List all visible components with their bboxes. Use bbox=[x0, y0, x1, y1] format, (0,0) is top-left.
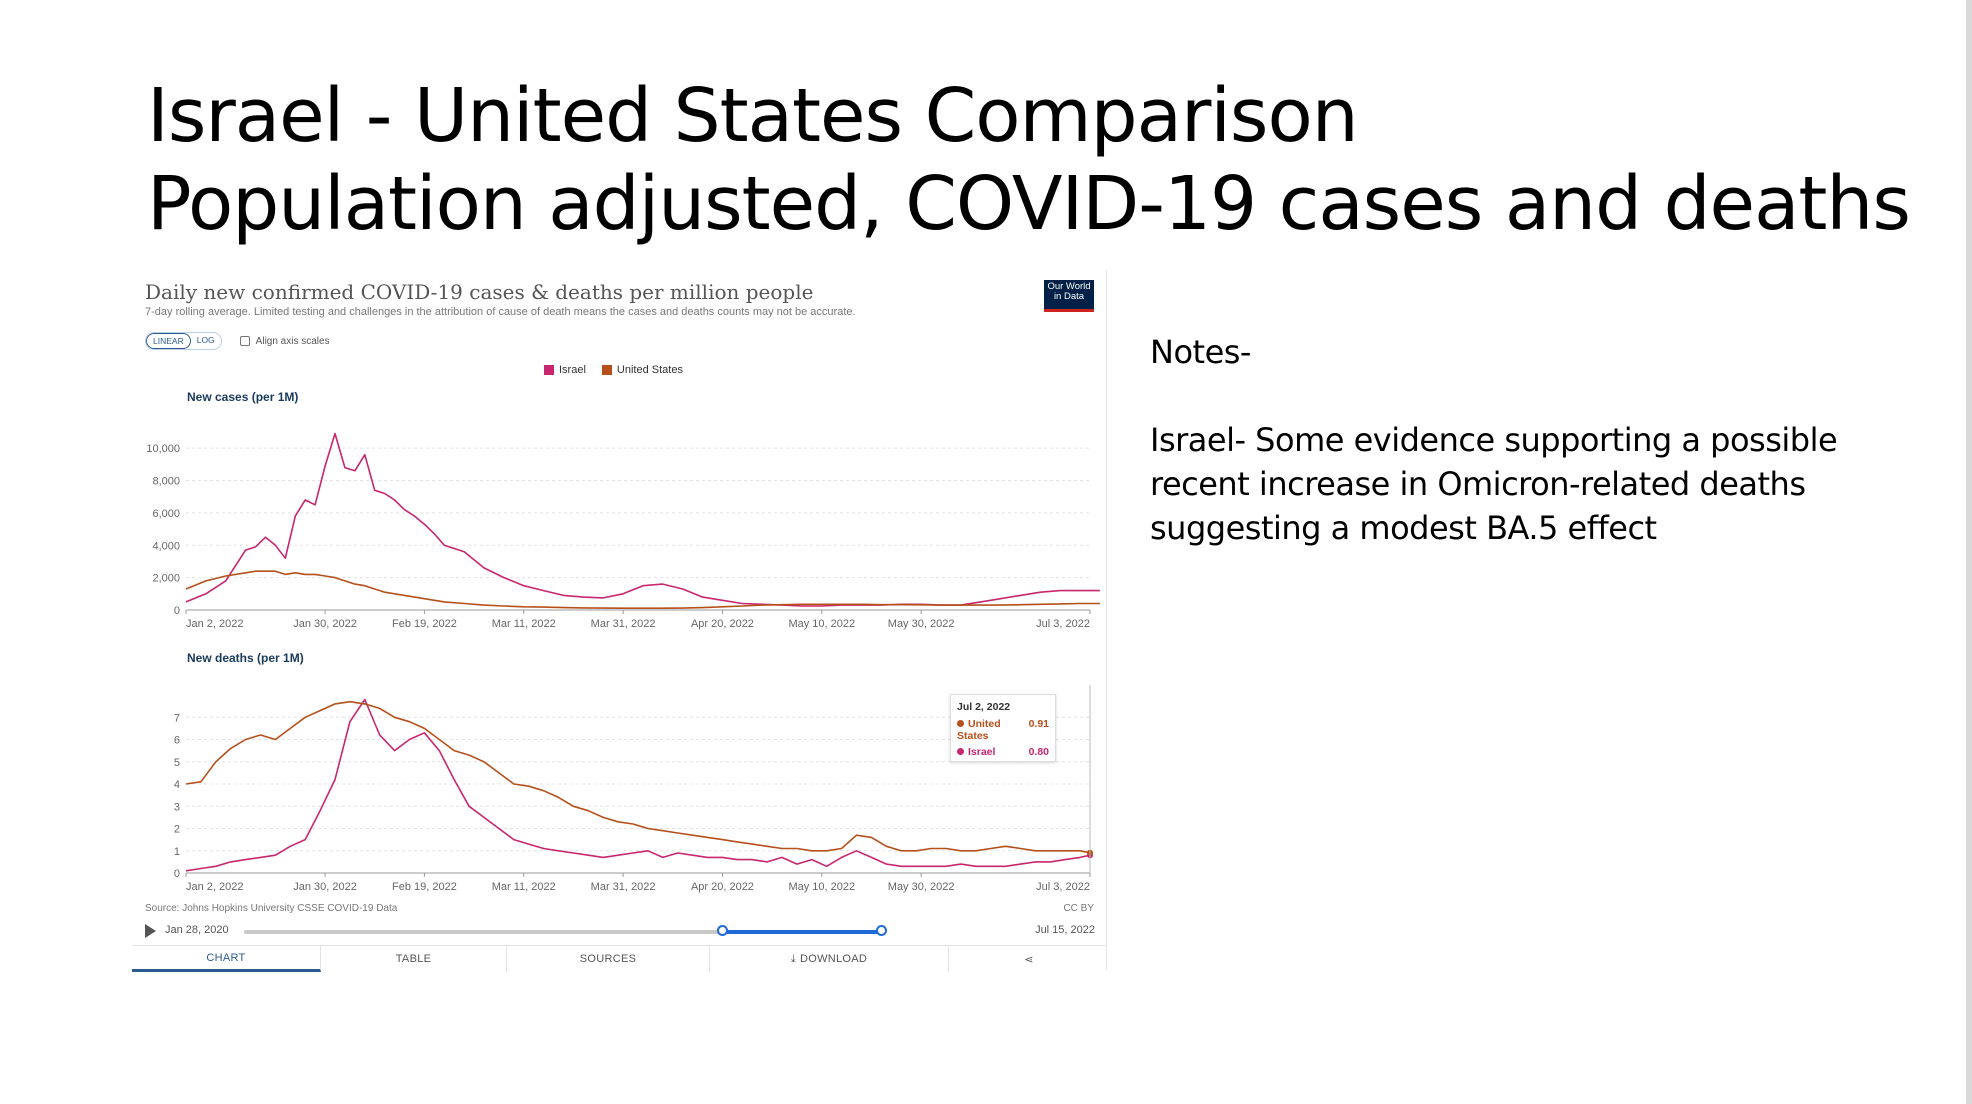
timeline-selected-range bbox=[723, 930, 882, 934]
owid-logo[interactable]: Our World in Data bbox=[1044, 280, 1094, 312]
deaths-x-tick-label: Jan 30, 2022 bbox=[293, 881, 357, 893]
logo-text-line2: in Data bbox=[1053, 291, 1085, 302]
notes-heading: Notes- bbox=[1150, 333, 1251, 371]
timeline-track[interactable] bbox=[244, 930, 844, 934]
log-scale-button[interactable]: LOG bbox=[196, 335, 215, 345]
cases-x-tick-label: Mar 11, 2022 bbox=[492, 618, 556, 630]
tab-download-label: DOWNLOAD bbox=[799, 953, 868, 965]
slide-title-line1: Israel - United States Comparison bbox=[147, 73, 1359, 159]
deaths-x-tick-label: Jul 3, 2022 bbox=[1036, 881, 1090, 893]
scale-controls: LINEAR LOG Align axis scales bbox=[145, 332, 330, 350]
deaths-series-line-united-states bbox=[185, 700, 1091, 854]
cases-x-tick-label: May 10, 2022 bbox=[788, 618, 855, 630]
align-axis-label: Align axis scales bbox=[255, 335, 330, 347]
notes-panel: Notes- Israel- Some evidence supporting … bbox=[1150, 330, 1940, 550]
charts-svg: New cases (per 1M) 0 2,000 4,000 6,000 8,000 1… bbox=[146, 390, 1100, 893]
legend-label-israel: Israel bbox=[559, 364, 586, 376]
cases-y-tick-label: 0 bbox=[174, 605, 180, 617]
cases-y-tick-label: 2,000 bbox=[152, 573, 180, 585]
deaths-chart: New deaths (per 1M) 0 1 2 3 4 5 6 7 Jan 2, 2022 Ja… bbox=[174, 651, 1093, 893]
slide-title-line2: Population adjusted, COVID-19 cases and … bbox=[147, 161, 1911, 247]
tooltip-value-united-states: 0.91 bbox=[1028, 718, 1049, 730]
share-icon: ⋖ bbox=[1024, 953, 1034, 966]
cases-x-tick-label: Jan 2, 2022 bbox=[186, 618, 244, 630]
tab-download[interactable]: ⤓ DOWNLOAD bbox=[710, 946, 949, 972]
deaths-y-tick-label: 4 bbox=[174, 779, 180, 791]
deaths-y-tick-label: 6 bbox=[174, 735, 180, 747]
tooltip-date: Jul 2, 2022 bbox=[957, 701, 1011, 713]
cases-x-tick-label: Apr 20, 2022 bbox=[691, 618, 754, 630]
timeline: Jan 28, 2020 Jul 15, 2022 bbox=[145, 922, 1095, 942]
chart-source[interactable]: Source: Johns Hopkins University CSSE CO… bbox=[145, 903, 398, 914]
deaths-y-tick-label: 1 bbox=[174, 846, 180, 858]
tooltip-row-united-states: United States 0.91 bbox=[957, 718, 1049, 742]
cases-chart-title: New cases (per 1M) bbox=[187, 390, 298, 404]
cases-x-tick-label: Jul 3, 2022 bbox=[1036, 618, 1090, 630]
cases-chart: New cases (per 1M) 0 2,000 4,000 6,000 8,000 1… bbox=[146, 390, 1100, 630]
download-icon: ⤓ bbox=[790, 952, 796, 965]
deaths-y-tick-label: 7 bbox=[174, 712, 180, 724]
deaths-y-tick-label: 5 bbox=[174, 757, 180, 769]
timeline-start-label: Jan 28, 2020 bbox=[165, 924, 229, 936]
legend-item-israel[interactable]: Israel bbox=[544, 364, 586, 376]
deaths-y-tick-label: 3 bbox=[174, 801, 180, 813]
tab-share[interactable]: ⋖ bbox=[949, 946, 1109, 972]
chart-tabs: CHART TABLE SOURCES ⤓ DOWNLOAD ⋖ bbox=[132, 945, 1106, 972]
cases-x-tick-label: Feb 19, 2022 bbox=[392, 618, 457, 630]
tooltip-row-israel: Israel 0.80 bbox=[957, 746, 1049, 758]
tab-chart[interactable]: CHART bbox=[132, 946, 321, 972]
tooltip-name-israel: Israel bbox=[968, 746, 996, 758]
deaths-x-tick-label: Mar 11, 2022 bbox=[492, 881, 556, 893]
play-icon[interactable] bbox=[145, 924, 156, 938]
slide-title: Israel - United States Comparison Popula… bbox=[147, 72, 1911, 248]
owid-chart-panel: Daily new confirmed COVID-19 cases & dea… bbox=[132, 270, 1107, 972]
cases-y-tick-label: 4,000 bbox=[152, 540, 180, 552]
deaths-x-tick-label: Apr 20, 2022 bbox=[691, 881, 754, 893]
legend-swatch-united-states bbox=[601, 365, 612, 375]
cases-series-line-israel bbox=[185, 432, 1100, 607]
cases-series-line-united-states bbox=[185, 570, 1100, 610]
logo-text-line1: Our World bbox=[1047, 281, 1091, 292]
timeline-start-handle[interactable] bbox=[717, 925, 728, 936]
align-axis-checkbox[interactable] bbox=[239, 336, 250, 346]
chart-title: Daily new confirmed COVID-19 cases & dea… bbox=[145, 280, 814, 304]
chart-subtitle: 7-day rolling average. Limited testing a… bbox=[145, 306, 856, 318]
slide-scroll-edge bbox=[1966, 0, 1972, 1104]
tooltip-dot-united-states bbox=[957, 720, 964, 727]
deaths-x-tick-label: May 30, 2022 bbox=[888, 881, 955, 893]
tab-sources[interactable]: SOURCES bbox=[507, 946, 710, 972]
linear-scale-button[interactable]: LINEAR bbox=[146, 333, 191, 349]
legend-item-united-states[interactable]: United States bbox=[601, 364, 683, 376]
tooltip-name-united-states: United States bbox=[957, 718, 1001, 742]
chart-license[interactable]: CC BY bbox=[1063, 903, 1094, 914]
deaths-chart-title: New deaths (per 1M) bbox=[187, 651, 304, 665]
timeline-end-handle[interactable] bbox=[876, 925, 887, 936]
tab-table[interactable]: TABLE bbox=[321, 946, 507, 972]
timeline-end-label: Jul 15, 2022 bbox=[1035, 924, 1095, 936]
legend-label-united-states: United States bbox=[616, 364, 683, 376]
cases-y-tick-label: 8,000 bbox=[152, 476, 180, 488]
scale-toggle: LINEAR LOG bbox=[145, 332, 222, 350]
cases-y-tick-label: 6,000 bbox=[152, 508, 180, 520]
cases-x-tick-label: Mar 31, 2022 bbox=[591, 618, 656, 630]
deaths-x-tick-label: Feb 19, 2022 bbox=[392, 881, 457, 893]
deaths-series-line-israel bbox=[185, 698, 1091, 872]
cases-x-tick-label: Jan 30, 2022 bbox=[293, 618, 357, 630]
deaths-y-tick-label: 2 bbox=[174, 824, 180, 836]
cases-y-tick-label: 10,000 bbox=[146, 443, 180, 455]
deaths-y-tick-label: 0 bbox=[174, 868, 180, 880]
chart-legend: Israel United States bbox=[544, 364, 683, 376]
deaths-x-tick-label: Mar 31, 2022 bbox=[591, 881, 656, 893]
cases-x-tick-label: May 30, 2022 bbox=[888, 618, 955, 630]
hover-tooltip: Jul 2, 2022 United States 0.91 Israel 0.… bbox=[950, 694, 1056, 762]
notes-body: Israel- Some evidence supporting a possi… bbox=[1150, 421, 1838, 547]
deaths-x-tick-label: Jan 2, 2022 bbox=[186, 881, 244, 893]
tooltip-value-israel: 0.80 bbox=[1028, 746, 1049, 758]
deaths-x-tick-label: May 10, 2022 bbox=[788, 881, 855, 893]
tooltip-dot-israel bbox=[957, 748, 964, 755]
legend-swatch-israel bbox=[544, 365, 554, 375]
